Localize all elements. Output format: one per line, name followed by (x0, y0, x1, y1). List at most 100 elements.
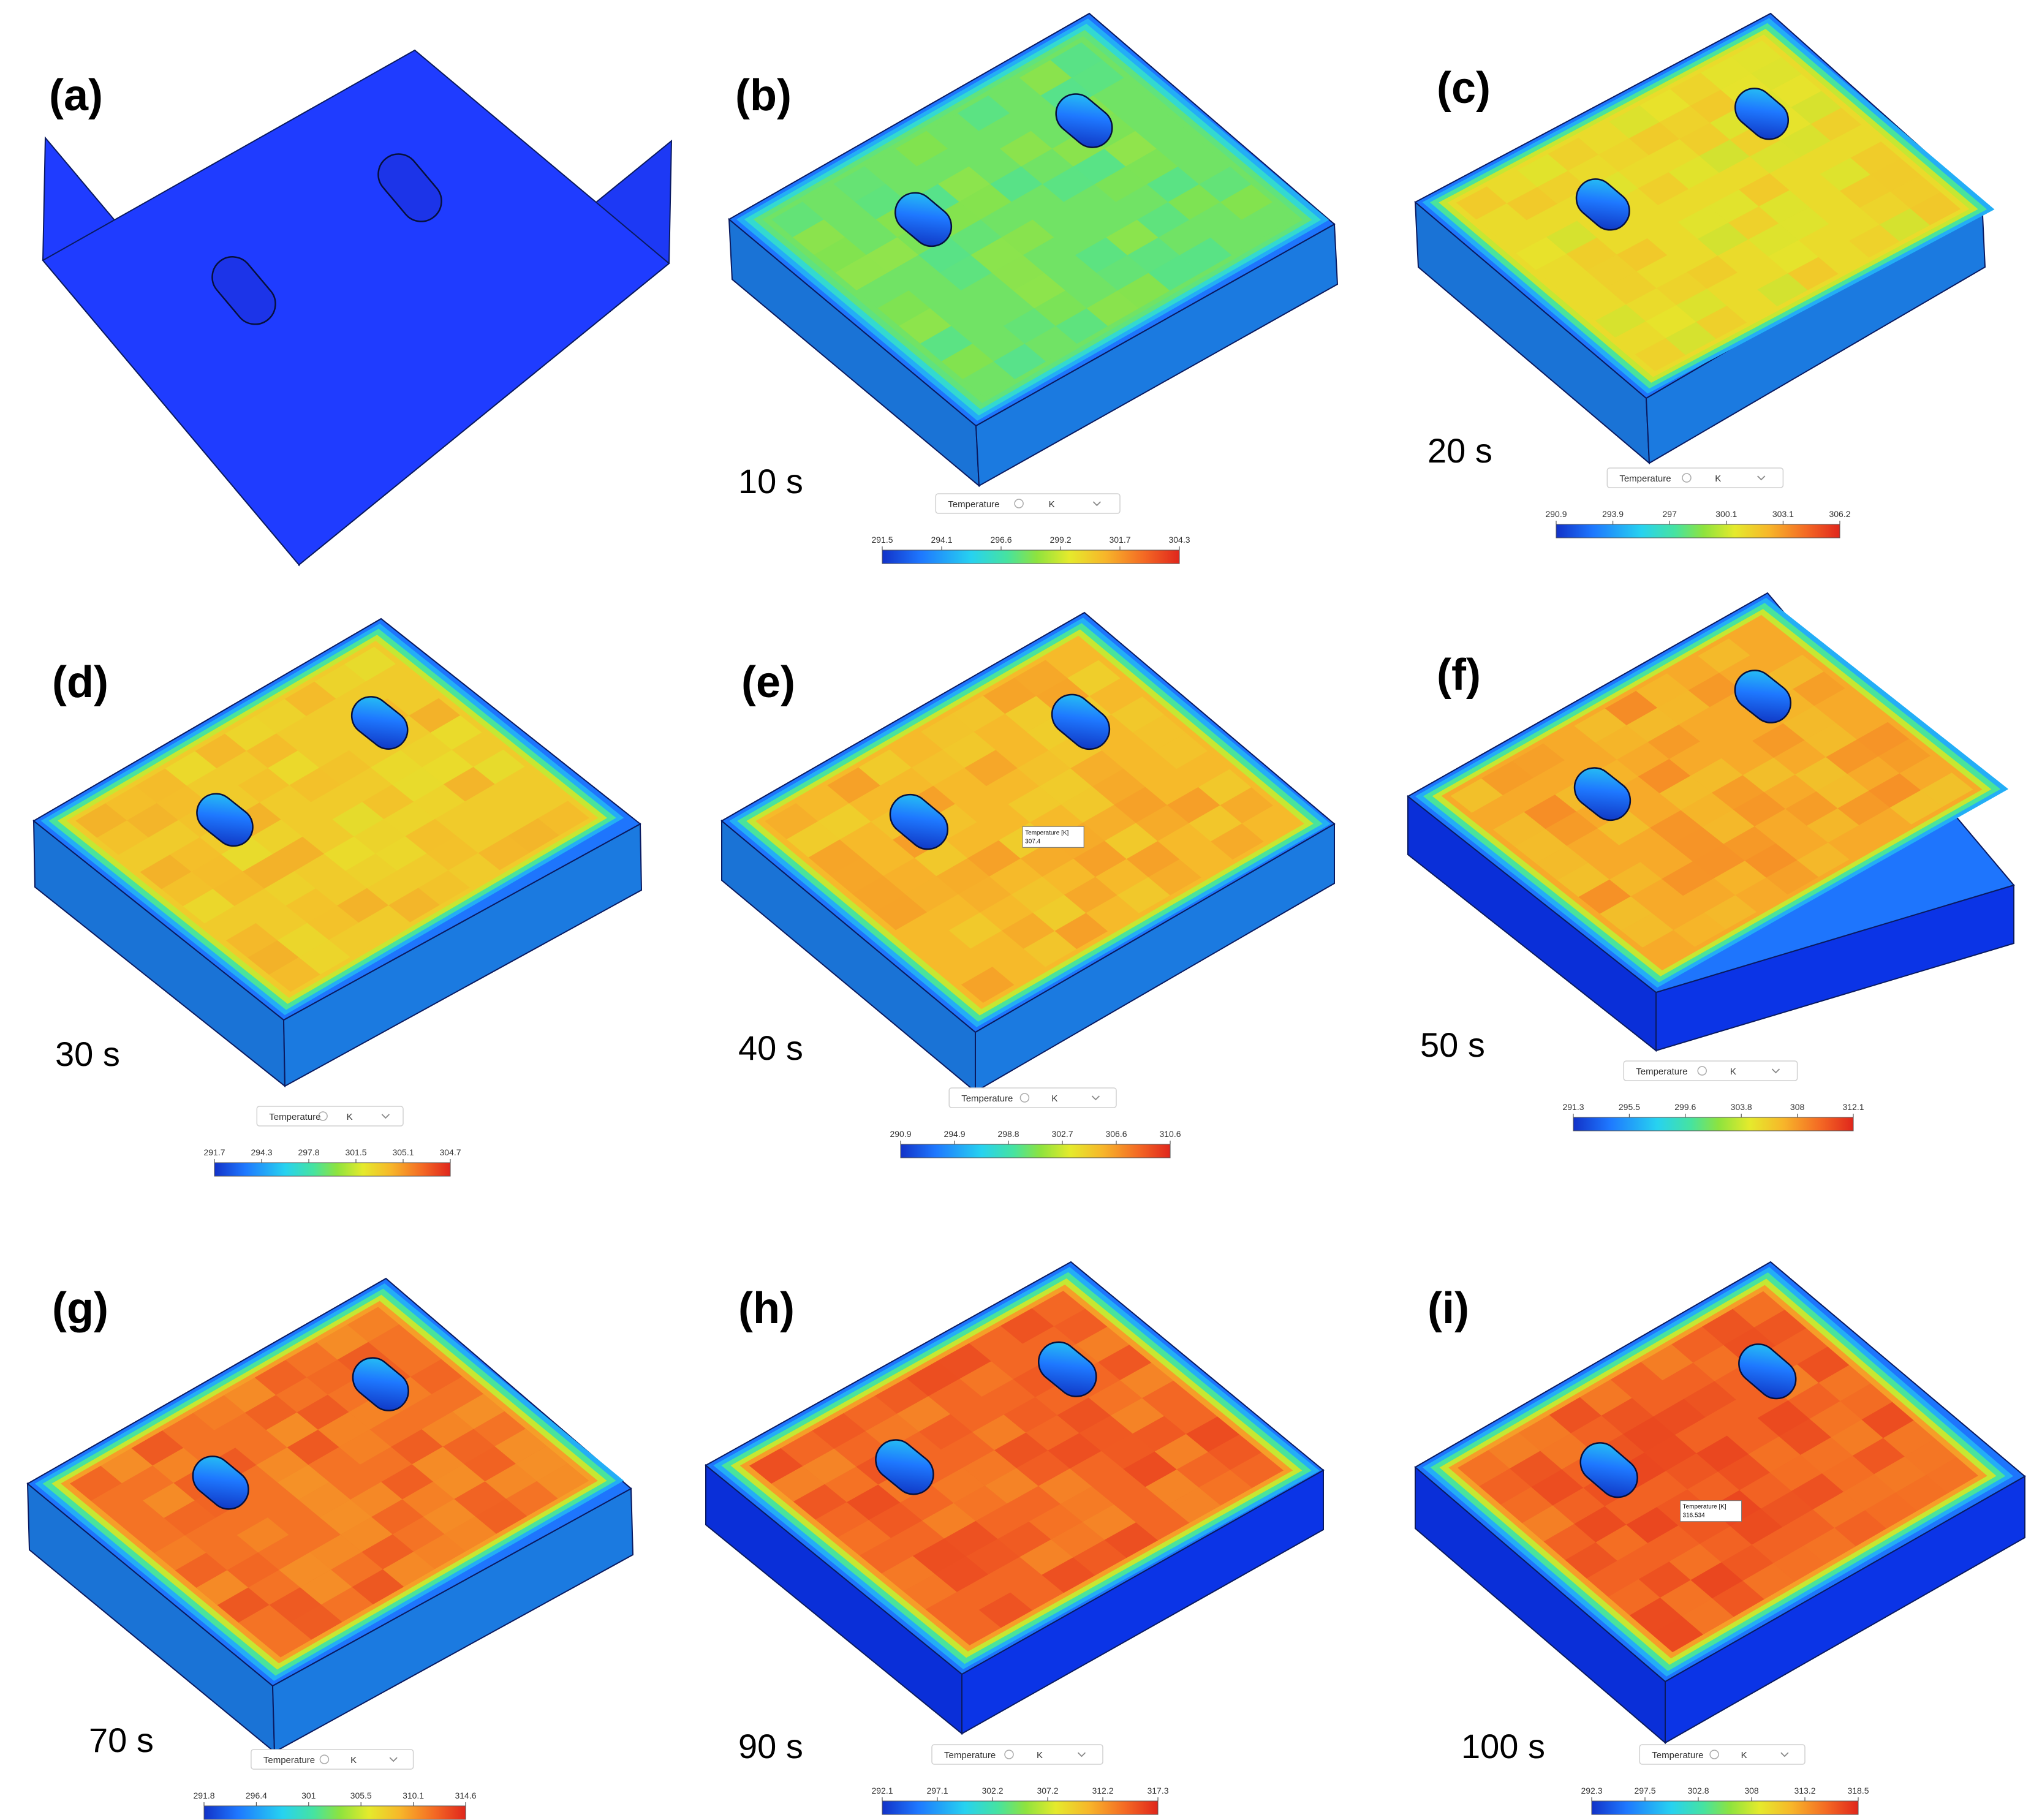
temperature-patch (1676, 289, 1727, 322)
temperature-patch (749, 1448, 803, 1484)
legend-unit[interactable]: K (1741, 1750, 1747, 1761)
temperature-patch (1023, 931, 1077, 967)
temperature-patch (1865, 1492, 1918, 1529)
legend-unit[interactable]: K (350, 1755, 357, 1765)
temperature-patch (1070, 750, 1124, 787)
chevron-down-icon[interactable] (1771, 1068, 1780, 1074)
temperature-patch (1681, 1598, 1734, 1635)
temperature-patch (1721, 1544, 1774, 1581)
temperature-patch (1749, 140, 1801, 173)
temperature-patch (1051, 1522, 1105, 1558)
legend-header[interactable] (1606, 467, 1784, 488)
temperature-patch (1742, 757, 1795, 792)
temperature-patch (243, 854, 295, 889)
temperature-patch (1146, 166, 1200, 202)
temperature-patch (1531, 1469, 1584, 1506)
temperature-patch (1904, 1438, 1957, 1475)
temperature-patch (347, 1307, 399, 1342)
chevron-down-icon[interactable] (389, 1757, 398, 1762)
temperature-patch (1813, 1492, 1866, 1528)
temperature-patch (1681, 793, 1733, 828)
temperature-patch (1060, 1486, 1114, 1522)
legend-header[interactable] (948, 1087, 1117, 1108)
chevron-down-icon[interactable] (1780, 1752, 1789, 1758)
temperature-patch (1148, 255, 1201, 291)
temperature-patch (1073, 1539, 1127, 1576)
legend-title: Temperature (1619, 474, 1671, 484)
temperature-patch (1910, 192, 1961, 225)
temperature-patch (1666, 1453, 1718, 1490)
info-icon[interactable] (1709, 1750, 1719, 1759)
slot-cutout (889, 793, 948, 850)
temperature-patch (1690, 1562, 1743, 1599)
legend-header[interactable] (931, 1744, 1103, 1765)
legend-unit[interactable]: K (1730, 1067, 1736, 1077)
slot-cutout (1573, 767, 1632, 821)
chevron-down-icon[interactable] (1091, 1095, 1100, 1101)
scale-tick-label: 312.1 (1842, 1102, 1864, 1112)
temperature-patch (352, 1569, 404, 1604)
info-icon[interactable] (1019, 1093, 1030, 1103)
info-icon[interactable] (1682, 473, 1692, 483)
legend-header[interactable] (935, 493, 1121, 514)
temperature-patch (1042, 1557, 1095, 1593)
temperature-patch (1016, 1450, 1070, 1486)
temperature-patch (1754, 1310, 1807, 1346)
temperature-patch (1852, 1438, 1905, 1475)
legend-header[interactable] (1623, 1060, 1798, 1081)
panel-b: (b) 10 s Temperature K 291.5 294.1 296.6 299.2 3… (728, 12, 1339, 564)
temperature-patch (1733, 1291, 1785, 1327)
scale-tick-label: 295.5 (1619, 1102, 1640, 1112)
time-label: 20 s (1428, 431, 1492, 470)
temperature-patch (992, 255, 1045, 291)
temperature-patch (1105, 823, 1158, 859)
temperature-patch (97, 820, 149, 855)
temperature-patch (1514, 829, 1567, 864)
temperature-patch (1780, 124, 1831, 157)
chevron-down-icon[interactable] (1092, 501, 1101, 507)
temperature-patch (912, 1538, 967, 1574)
temperature-patch (1145, 1469, 1199, 1505)
legend-header[interactable] (251, 1749, 414, 1770)
info-icon[interactable] (1014, 499, 1024, 508)
legend-unit[interactable]: K (347, 1112, 353, 1122)
temperature-patch (1168, 184, 1220, 220)
temperature-patch (1785, 791, 1838, 826)
scale-tick-label: 306.2 (1829, 509, 1850, 519)
chevron-down-icon[interactable] (1757, 475, 1766, 481)
info-icon[interactable] (318, 1111, 328, 1121)
temperature-patch (1132, 1416, 1186, 1452)
info-icon[interactable] (1004, 1750, 1014, 1759)
legend-unit[interactable]: K (1037, 1750, 1043, 1761)
temperature-patch (1450, 778, 1503, 813)
temperature-patch (1671, 827, 1724, 862)
chevron-down-icon[interactable] (1077, 1752, 1086, 1758)
temperature-patch (341, 1517, 393, 1552)
temperature-patch (827, 767, 880, 804)
temperature-patch (1011, 877, 1064, 913)
temperature-patch (1537, 170, 1588, 204)
temperature-patch (1757, 1400, 1810, 1437)
legend-unit[interactable]: K (1049, 499, 1055, 510)
info-icon[interactable] (319, 1754, 330, 1764)
temperature-patch (1595, 1524, 1648, 1561)
temperature-patch (1057, 1397, 1111, 1433)
legend-header[interactable] (1639, 1744, 1806, 1765)
temperature-patch (1656, 272, 1707, 305)
chevron-down-icon[interactable] (381, 1114, 390, 1119)
temperature-legend: Temperature K 291.8 296.4 301 305.5 310.1 314.6 (193, 1749, 477, 1820)
info-icon[interactable] (1697, 1066, 1707, 1076)
legend-header[interactable] (256, 1106, 404, 1127)
temperature-patch (793, 1484, 847, 1520)
temperature-patch (855, 184, 907, 220)
temperature-patch (225, 716, 276, 751)
legend-unit[interactable]: K (1051, 1093, 1057, 1104)
time-label: 90 s (738, 1727, 803, 1765)
temperature-legend: Temperature K 290.9 293.9 297 300.1 303.1 306.2 (1545, 467, 1851, 538)
temperature-patch (1843, 1474, 1896, 1511)
legend-unit[interactable]: K (1715, 474, 1721, 484)
temperature-legend: Temperature K 292.1 297.1 302.2 307.2 312.2 317… (871, 1744, 1169, 1815)
temperature-patch (1510, 1451, 1562, 1487)
temperature-patch (1807, 808, 1859, 843)
temperature-patch (287, 1429, 339, 1465)
